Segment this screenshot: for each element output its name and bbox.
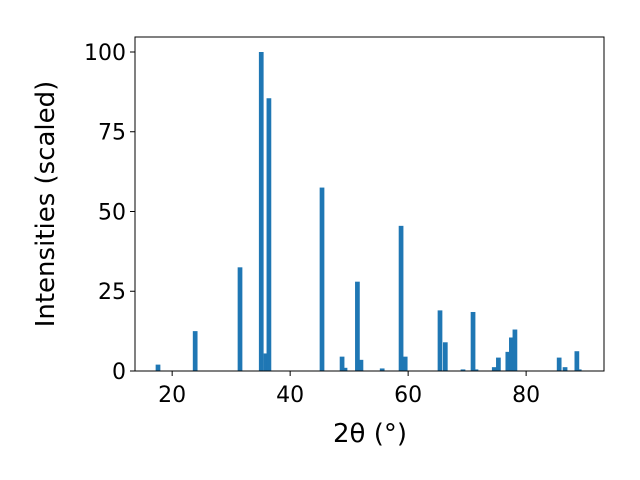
bar bbox=[263, 353, 269, 371]
x-tick-label: 40 bbox=[276, 383, 304, 408]
bar bbox=[342, 367, 348, 371]
x-tick-label: 20 bbox=[158, 383, 186, 408]
y-tick-label: 25 bbox=[98, 280, 126, 305]
bar bbox=[509, 337, 514, 371]
bar bbox=[437, 310, 443, 371]
bar bbox=[562, 367, 568, 371]
bar bbox=[556, 357, 562, 371]
y-axis-label: Intensities (scaled) bbox=[31, 81, 61, 328]
x-axis-label: 2θ (°) bbox=[333, 419, 407, 449]
x-tick-label: 80 bbox=[512, 383, 540, 408]
bar bbox=[512, 329, 518, 371]
bar bbox=[505, 351, 511, 371]
bar bbox=[258, 51, 264, 371]
bar bbox=[358, 359, 364, 371]
bar bbox=[339, 356, 345, 371]
bar bbox=[266, 98, 272, 372]
y-tick-label: 0 bbox=[112, 360, 126, 385]
bar bbox=[379, 368, 385, 371]
bar bbox=[470, 311, 476, 371]
bar bbox=[319, 187, 325, 371]
y-tick-label: 100 bbox=[84, 41, 126, 66]
bar bbox=[491, 367, 497, 371]
y-tick-label: 75 bbox=[98, 121, 126, 146]
bar bbox=[473, 369, 479, 371]
bar bbox=[237, 267, 243, 371]
bar bbox=[460, 369, 466, 371]
bar bbox=[442, 342, 448, 371]
bar bbox=[574, 351, 580, 371]
bar bbox=[155, 364, 161, 371]
bar bbox=[496, 357, 501, 371]
bar bbox=[398, 225, 404, 371]
bar bbox=[402, 356, 408, 371]
bar bbox=[576, 369, 582, 371]
y-tick-label: 50 bbox=[98, 200, 126, 225]
x-tick-label: 60 bbox=[394, 383, 422, 408]
plot-frame bbox=[134, 36, 605, 372]
bar bbox=[355, 281, 360, 371]
bar bbox=[192, 331, 198, 371]
